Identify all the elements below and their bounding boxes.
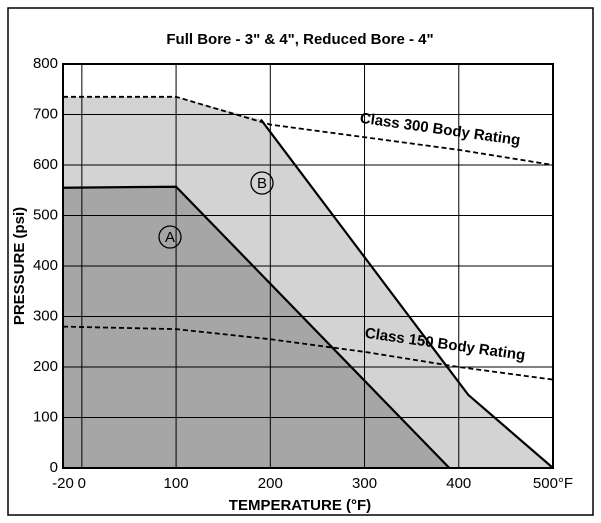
chart-title: Full Bore - 3" & 4", Reduced Bore - 4" bbox=[166, 31, 433, 48]
y-tick-label: 400 bbox=[33, 257, 58, 274]
series-line bbox=[260, 118, 554, 469]
y-tick-label: 200 bbox=[33, 358, 58, 375]
x-tick-label: 400 bbox=[446, 475, 471, 492]
y-tick-label: 700 bbox=[33, 105, 58, 122]
series-label: B bbox=[257, 175, 267, 192]
series-marker-circle bbox=[158, 225, 182, 249]
y-tick-label: 0 bbox=[50, 459, 58, 476]
x-tick-label: 500°F bbox=[533, 475, 573, 492]
y-tick-label: 800 bbox=[33, 55, 58, 72]
y-tick-label: 100 bbox=[33, 408, 58, 425]
area-a bbox=[63, 186, 450, 468]
series-marker-circle bbox=[250, 171, 274, 195]
y-axis-label: PRESSURE (psi) bbox=[11, 207, 28, 325]
series-line bbox=[62, 185, 451, 469]
x-tick-label: 0 bbox=[78, 475, 86, 492]
x-tick-label: -20 bbox=[52, 475, 74, 492]
x-tick-label: 100 bbox=[164, 475, 189, 492]
series-line bbox=[63, 95, 554, 166]
x-tick-label: 200 bbox=[258, 475, 283, 492]
y-tick-label: 600 bbox=[33, 156, 58, 173]
plot-border bbox=[62, 63, 554, 469]
y-tick-label: 300 bbox=[33, 307, 58, 324]
x-tick-label: 300 bbox=[352, 475, 377, 492]
series-label: A bbox=[165, 229, 175, 246]
y-tick-label: 500 bbox=[33, 206, 58, 223]
x-axis-label: TEMPERATURE (°F) bbox=[229, 497, 371, 514]
